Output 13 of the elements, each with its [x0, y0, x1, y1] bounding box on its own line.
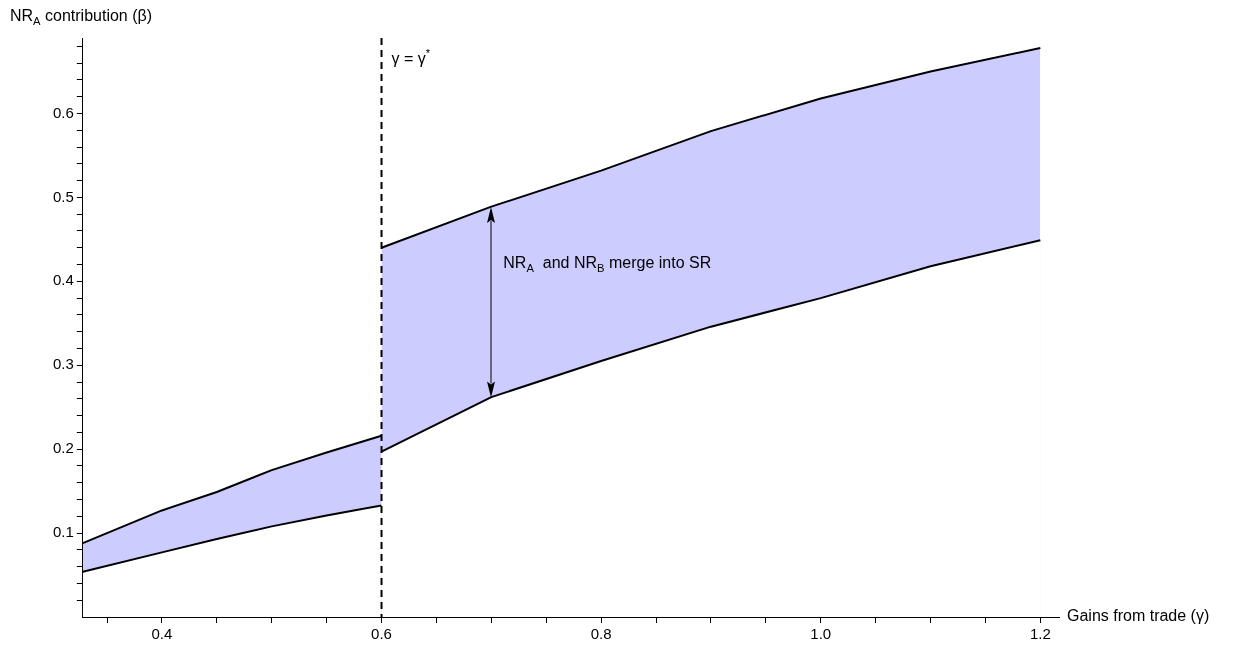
x-tick-label: 1.0: [810, 625, 832, 643]
y-tick-label: 0.6: [52, 103, 74, 121]
x-axis-title: Gains from trade (γ): [1067, 607, 1210, 625]
x-tick-label: 0.4: [151, 625, 173, 643]
y-tick-label: 0.1: [52, 523, 74, 541]
y-tick-label: 0.2: [52, 439, 74, 457]
x-tick-label: 0.6: [371, 625, 392, 643]
x-tick-label: 1.2: [1029, 625, 1051, 643]
y-tick-label: 0.3: [52, 355, 74, 373]
x-tick-label: 0.8: [590, 625, 612, 643]
y-tick-label: 0.4: [52, 271, 74, 289]
ref-line-label: γ = γ*: [391, 47, 431, 68]
y-tick-label: 0.5: [52, 187, 74, 205]
